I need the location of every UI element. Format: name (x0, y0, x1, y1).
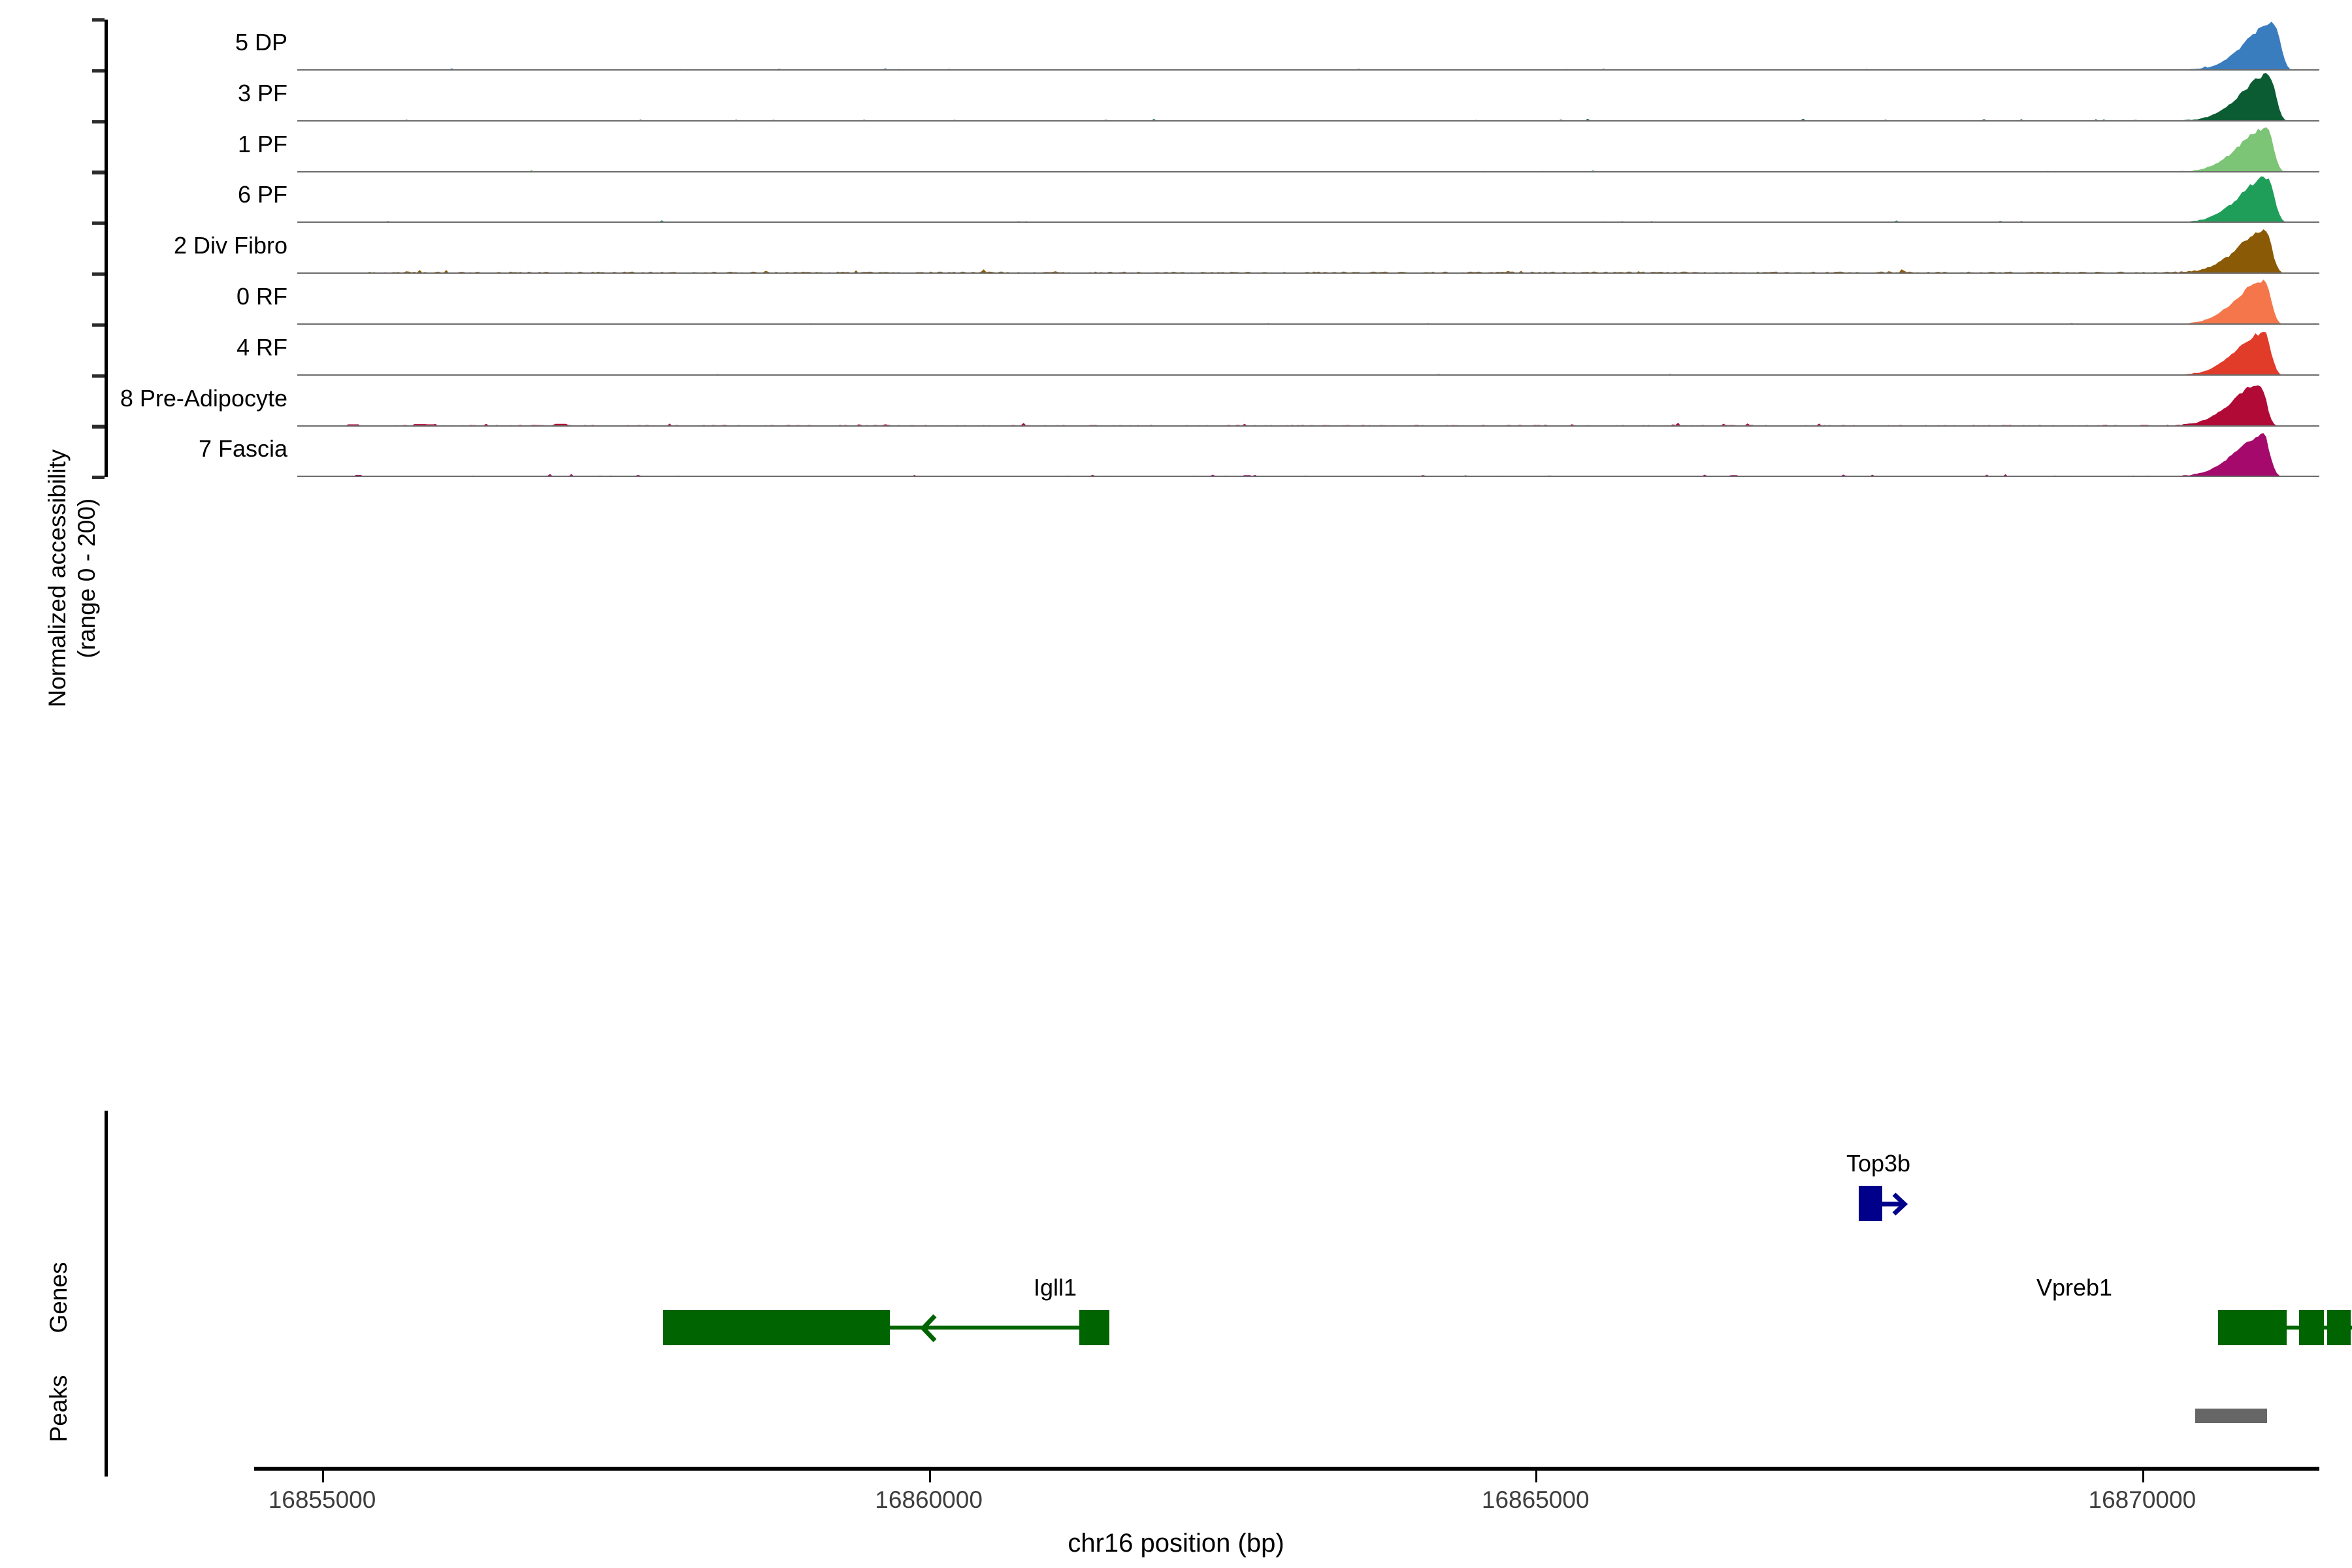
gene-label-top3b: Top3b (1846, 1150, 1911, 1177)
coverage-axis-spine (105, 20, 108, 477)
x-tick-label-1: 16860000 (875, 1486, 983, 1513)
coverage-area-3 (297, 127, 2319, 172)
track-baseline-9 (297, 476, 2319, 478)
track-label-3: 1 PF (237, 130, 287, 157)
track-baseline-1 (297, 69, 2319, 71)
genes-track: Top3b Igll1 Vpreb1 (297, 1111, 2352, 1477)
track-baseline-3 (297, 171, 2319, 172)
y-tick-track1-200 (92, 18, 105, 22)
track-baseline-7 (297, 374, 2319, 376)
gene-exon-top3b (1859, 1186, 1882, 1221)
track-baseline-4 (297, 221, 2319, 223)
coverage-track-4 (297, 172, 2319, 223)
peaks-panel-label: Peaks (45, 1375, 72, 1443)
genes-axis-spine (105, 1111, 108, 1477)
track-baseline-6 (297, 323, 2319, 325)
coverage-area-9 (297, 433, 2319, 478)
track-baseline-5 (297, 272, 2319, 274)
coverage-area-5 (297, 229, 2319, 274)
gene-strand-arrow-top3b (1882, 1192, 1908, 1216)
gene-exon-igll1-2 (1079, 1310, 1109, 1345)
track-baseline-2 (297, 120, 2319, 122)
track-label-8: 8 Pre-Adipocyte (120, 384, 287, 412)
peaks-axis-spine (105, 1362, 108, 1467)
y-tick-track8-200 (92, 374, 105, 378)
gene-label-vpreb1: Vpreb1 (2036, 1274, 2113, 1301)
coverage-track-2 (297, 71, 2319, 122)
coverage-area-4 (297, 176, 2319, 223)
coverage-area-6 (297, 279, 2319, 325)
x-tick-label-2: 16865000 (1481, 1486, 1590, 1513)
track-label-2: 3 PF (237, 79, 287, 106)
coverage-area-7 (297, 331, 2319, 376)
y-tick-track6-200 (92, 272, 105, 276)
coverage-area-1 (297, 22, 2319, 71)
track-label-6: 0 RF (236, 283, 287, 310)
track-label-7: 4 RF (236, 333, 287, 361)
coverage-track-8 (297, 376, 2319, 427)
x-tick-label-0: 16855000 (268, 1486, 376, 1513)
gene-exon-igll1-1 (663, 1310, 890, 1345)
coverage-track-5 (297, 223, 2319, 274)
x-axis-line (254, 1467, 2319, 1471)
coverage-area-8 (297, 385, 2319, 427)
coverage-track-9 (297, 426, 2319, 478)
x-tick-3 (2142, 1471, 2144, 1482)
y-axis-label-line2: (range 0 - 200) (73, 498, 100, 659)
y-tick-track9-0 (92, 476, 105, 480)
track-label-4: 6 PF (237, 181, 287, 208)
peaks-track (297, 1385, 2319, 1457)
coverage-track-7 (297, 325, 2319, 376)
y-tick-track3-200 (92, 120, 105, 123)
track-baseline-8 (297, 425, 2319, 427)
coverage-track-6 (297, 274, 2319, 325)
gene-intron-vpreb1 (2284, 1326, 2352, 1330)
y-tick-track2-200 (92, 69, 105, 73)
x-tick-label-3: 16870000 (2088, 1486, 2197, 1513)
track-label-5: 2 Div Fibro (173, 232, 287, 259)
coverage-area-2 (297, 73, 2319, 122)
coverage-track-1 (297, 20, 2319, 71)
x-tick-0 (322, 1471, 324, 1482)
y-tick-track4-200 (92, 171, 105, 174)
y-tick-track9-200 (92, 425, 105, 429)
x-tick-2 (1535, 1471, 1538, 1482)
gene-strand-arrow-igll1 (920, 1314, 937, 1343)
track-label-1: 5 DP (235, 29, 287, 56)
track-label-9: 7 Fascia (198, 435, 287, 463)
y-axis-label: Normalized accessibility (range 0 - 200) (42, 310, 101, 846)
x-axis-title: chr16 position (bp) (1068, 1529, 1284, 1558)
x-tick-1 (928, 1471, 931, 1482)
gene-label-igll1: Igll1 (1033, 1274, 1077, 1301)
gene-intron-igll1 (890, 1326, 1079, 1330)
y-tick-track7-200 (92, 323, 105, 327)
gene-exon-vpreb1-1 (2218, 1310, 2287, 1345)
peak-region (2195, 1409, 2267, 1423)
coverage-track-3 (297, 122, 2319, 172)
y-axis-label-line1: Normalized accessibility (43, 449, 71, 708)
y-tick-track5-200 (92, 221, 105, 225)
